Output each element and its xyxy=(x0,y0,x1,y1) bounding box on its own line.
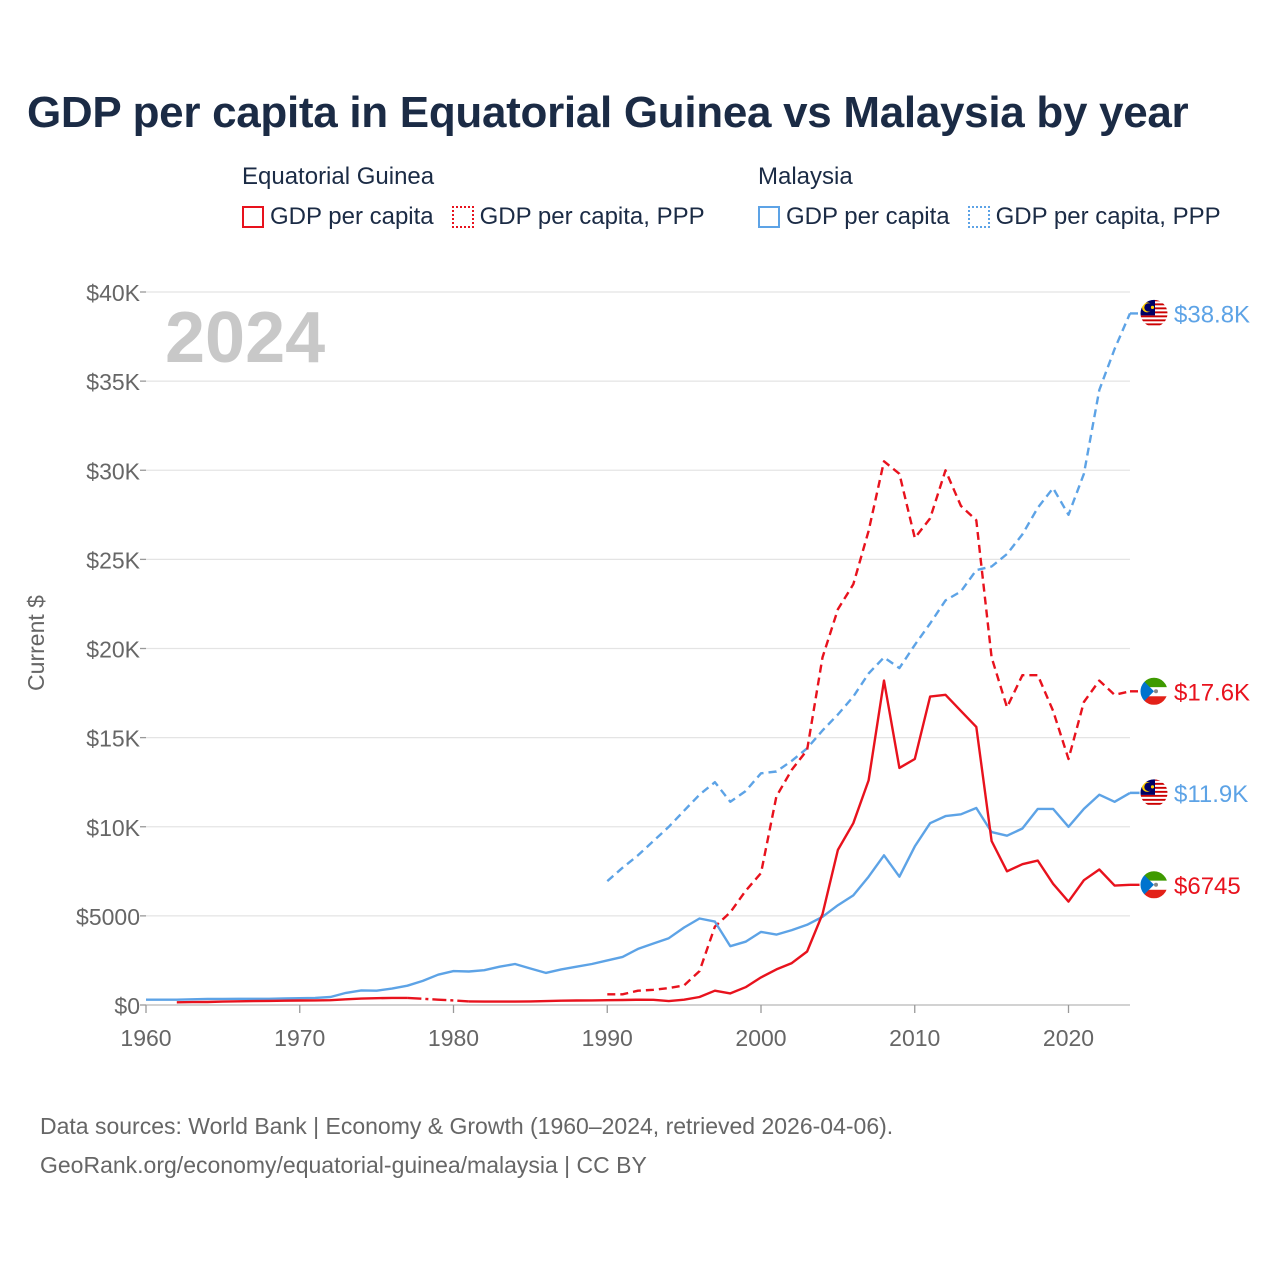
legend-swatch-solid-red xyxy=(242,206,264,228)
legend-country-label: Equatorial Guinea xyxy=(242,163,435,190)
x-tick-label: 2020 xyxy=(1043,1025,1094,1051)
y-axis-label: Current $ xyxy=(23,595,49,691)
x-tick-label: 1980 xyxy=(428,1025,479,1051)
series-line-equatorial-guinea-gdp-per-capita xyxy=(468,679,1131,1003)
y-tick-label: $10K xyxy=(86,815,140,841)
x-tick-label: 1960 xyxy=(120,1025,171,1051)
y-tick-label: $35K xyxy=(86,369,140,395)
x-tick-label: 2010 xyxy=(889,1025,940,1051)
legend-group-equatorial-guinea: Equatorial Guinea GDP per capita GDP per… xyxy=(242,163,705,231)
x-tick-label: 1990 xyxy=(582,1025,633,1051)
footer: Data sources: World Bank | Economy & Gro… xyxy=(40,1107,893,1185)
legend-item-my-gdp[interactable]: GDP per capita xyxy=(758,203,950,231)
legend-country-label: Malaysia xyxy=(758,163,853,190)
legend-swatch-dotted-blue xyxy=(967,206,990,228)
end-value-label: $38.8K xyxy=(1174,301,1250,328)
end-value-label: $11.9K xyxy=(1174,781,1248,808)
x-axis-ticks: 1960 1970 1980 1990 2000 2010 2020 xyxy=(120,1005,1094,1051)
flag-malaysia-icon xyxy=(1139,778,1169,808)
series-line-equatorial-guinea-gdp-per-capita xyxy=(176,996,408,1004)
legend-item-label: GDP per capita xyxy=(786,203,950,230)
series-lines xyxy=(146,312,1152,1004)
legend-item-label: GDP per capita, PPP xyxy=(479,203,705,230)
flag-equatorial-guinea-icon xyxy=(1139,676,1169,706)
y-tick-label: $30K xyxy=(86,458,140,484)
legend-item-my-gdp-ppp[interactable]: GDP per capita, PPP xyxy=(967,203,1221,231)
y-tick-label: $5000 xyxy=(76,904,140,930)
legend-item-eg-gdp[interactable]: GDP per capita xyxy=(242,203,434,231)
legend-item-eg-gdp-ppp[interactable]: GDP per capita, PPP xyxy=(451,203,705,231)
legend-swatch-dotted-red xyxy=(451,206,474,228)
y-tick-label: $20K xyxy=(86,637,140,663)
y-tick-label: $15K xyxy=(86,726,140,752)
y-tick-label: $0 xyxy=(114,993,140,1019)
legend-group-malaysia: Malaysia GDP per capita GDP per capita, … xyxy=(758,163,1221,231)
series-line-equatorial-guinea-gdp-per-capita xyxy=(407,996,469,1003)
footer-sources: Data sources: World Bank | Economy & Gro… xyxy=(40,1113,894,1139)
flag-equatorial-guinea-icon xyxy=(1139,870,1169,900)
legend-item-label: GDP per capita, PPP xyxy=(995,203,1221,230)
y-tick-label: $40K xyxy=(86,280,140,306)
series-line-equatorial-guinea-gdp-per-capita-ppp xyxy=(607,460,1131,996)
page-title: GDP per capita in Equatorial Guinea vs M… xyxy=(27,88,1189,137)
legend-item-label: GDP per capita xyxy=(270,203,434,230)
end-labels: $38.8K $17.6K $11.9K $6745 xyxy=(1139,298,1250,900)
legend-swatch-solid-blue xyxy=(758,206,780,228)
series-line-malaysia-gdp-per-capita xyxy=(146,791,1131,1001)
series-line-malaysia-gdp-per-capita-ppp xyxy=(606,312,1132,883)
x-tick-label: 2000 xyxy=(735,1025,786,1051)
footer-credit[interactable]: GeoRank.org/economy/equatorial-guinea/ma… xyxy=(40,1152,647,1178)
y-axis-ticks: $0 $5000 $10K $15K $20K $25K $30K $35K $40K xyxy=(76,280,146,1019)
end-value-label: $17.6K xyxy=(1174,679,1250,706)
flag-malaysia-icon xyxy=(1139,298,1169,328)
x-tick-label: 1970 xyxy=(274,1025,325,1051)
grid-lines xyxy=(146,291,1130,1006)
y-tick-label: $25K xyxy=(86,547,140,573)
end-value-label: $6745 xyxy=(1174,873,1241,900)
year-overlay: 2024 xyxy=(165,298,325,378)
